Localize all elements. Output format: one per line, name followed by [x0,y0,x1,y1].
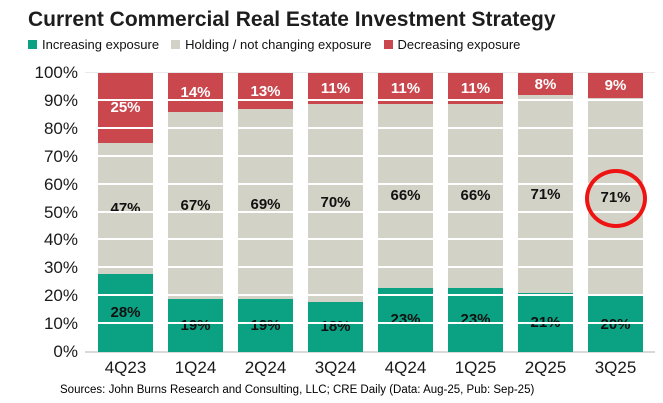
x-axis-tick-label: 3Q25 [594,358,637,377]
gridline-overlay [85,294,655,297]
bar-value-label: 67% [180,197,211,215]
x-axis-tick-label: 4Q23 [104,358,147,377]
highlight-circle-annotation [585,169,647,228]
bar-value-label: 11% [460,79,491,97]
bar-value-label: 19% [180,317,211,334]
bar-segment-decreasing: 14% [168,73,223,113]
bar-segment-increasing: 28% [98,273,153,352]
y-axis-tick-label: 100% [34,63,78,82]
bar-segment-holding: 67% [168,112,223,299]
bar-value-label: 23% [390,311,421,329]
y-axis-tick-label: 10% [43,314,78,334]
bar-segment-decreasing: 8% [518,73,573,96]
y-axis-tick-label: 20% [43,286,78,306]
x-axis-tick-label: 1Q24 [174,358,217,377]
bar-segment-decreasing: 13% [238,73,293,110]
bar-segment-holding: 66% [378,103,433,288]
bar-value-label: 19% [250,317,281,334]
legend-swatch-icon [28,40,37,49]
legend-label: Decreasing exposure [397,37,521,52]
y-axis-tick-label: 40% [43,230,78,250]
bar-value-label: 69% [250,195,281,213]
bar-segment-decreasing: 11% [308,73,363,104]
bar-value-label: 23% [460,311,491,329]
bar-value-label: 47% [110,199,141,217]
gridline-overlay [85,210,655,213]
y-axis-tick-label: 60% [43,174,78,194]
gridline-overlay [85,126,655,129]
x-axis: 4Q23 1Q24 2Q24 3Q24 4Q24 1Q25 2Q25 3Q25 [0,358,663,380]
bar-value-label: 66% [390,187,421,205]
bar-segment-decreasing: 11% [448,73,503,104]
bar-segment-holding: 69% [238,109,293,299]
bar-segment-holding: 47% [98,142,153,274]
legend-item: Decreasing exposure [383,37,521,52]
legend-label: Increasing exposure [42,37,160,52]
page-title: Current Commercial Real Estate Investmen… [28,8,556,31]
x-axis-tick-label: 3Q24 [314,358,357,377]
gridline-overlay [85,182,655,185]
source-note: Sources: John Burns Research and Consult… [60,384,535,396]
gridline-overlay [85,266,655,269]
gridline-overlay [85,154,655,157]
bar-segment-decreasing: 11% [378,73,433,104]
x-axis-tick-label: 2Q25 [524,358,567,377]
bar-segment-increasing: 23% [378,287,433,352]
y-axis-tick-label: 0% [53,342,78,361]
x-axis-line [85,351,655,353]
legend-label: Holding / not changing exposure [185,37,372,52]
bar-segment-holding: 71% [518,95,573,294]
bar-segment-increasing: 23% [448,287,503,352]
legend-item: Increasing exposure [28,37,159,52]
x-axis-tick-label: 4Q24 [384,358,427,377]
gridline-overlay [85,238,655,241]
legend-item: Holding / not changing exposure [171,37,372,52]
y-axis-tick-label: 50% [43,202,78,222]
x-axis-tick-label: 1Q25 [454,358,497,377]
gridline-overlay [85,322,655,325]
bar-value-label: 70% [320,194,351,212]
bar-value-label: 28% [110,304,141,322]
bar-value-label: 14% [180,84,211,102]
gridline-overlay [85,98,655,101]
bar-segment-decreasing: 9% [588,73,643,99]
bar-segment-holding: 70% [308,103,363,302]
bar-value-label: 11% [390,79,421,97]
bar-segment-increasing: 18% [308,301,363,352]
bar-value-label: 8% [534,75,557,93]
legend-swatch-icon [171,40,181,49]
legend-swatch-icon [383,40,393,49]
y-axis-tick-label: 70% [43,146,78,166]
y-axis-tick-label: 80% [43,118,78,138]
x-axis-tick-label: 2Q24 [244,358,287,377]
bar-value-label: 11% [320,79,351,97]
y-axis-tick-label: 30% [43,258,78,278]
bar-segment-increasing: 19% [168,299,223,352]
plot-area: 28% 47% 25% 19% 67% 14% 19% 69% 13% 18% 70% 11% 23% 6… [85,72,655,353]
bar-segment-increasing: 19% [238,299,293,352]
y-axis-tick-label: 90% [43,90,78,110]
bar-value-label: 71% [530,185,561,203]
bar-value-label: 13% [250,82,281,100]
gridline [85,72,655,73]
bar-value-label: 25% [110,99,141,117]
chart-legend: Increasing exposure Holding / not changin… [28,37,520,52]
bar-value-label: 66% [460,187,491,205]
bar-value-label: 9% [604,77,627,95]
bar-segment-decreasing: 25% [98,73,153,143]
bar-segment-holding: 66% [448,103,503,288]
